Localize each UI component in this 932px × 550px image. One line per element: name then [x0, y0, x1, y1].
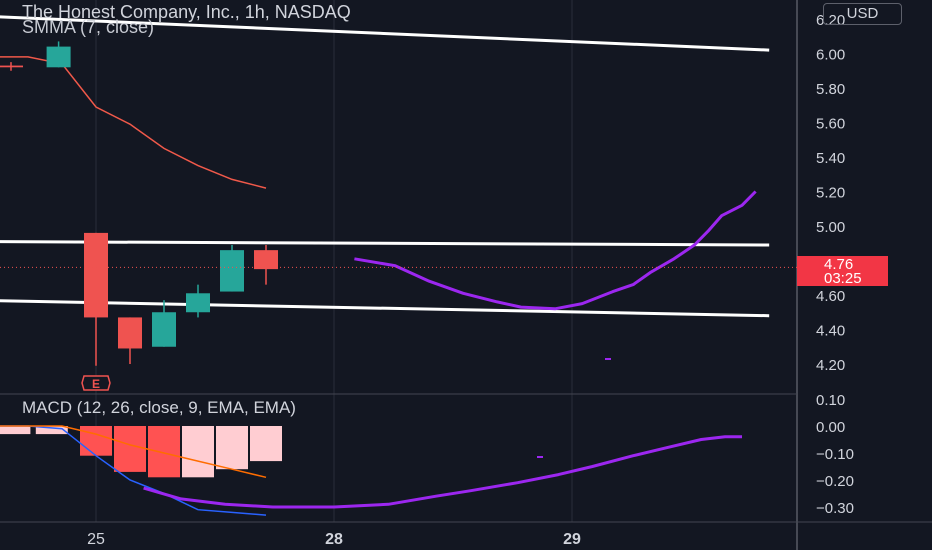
- macd-drawing-path[interactable]: [143, 435, 742, 509]
- drawing-path[interactable]: [354, 190, 757, 360]
- y-tick-label: 6.00: [816, 47, 845, 64]
- y-tick-label: 4.60: [816, 288, 845, 305]
- x-tick-label: 28: [325, 531, 343, 548]
- candle-body: [254, 250, 278, 270]
- trendline[interactable]: [0, 299, 770, 318]
- macd-histogram-bar: [250, 426, 282, 462]
- macd-drawing-line[interactable]: [143, 435, 742, 509]
- signal-series-line: [0, 425, 267, 479]
- indicator-label[interactable]: SMMA (7, close): [22, 17, 155, 37]
- currency-button[interactable]: USD: [823, 3, 902, 25]
- y-tick-label: 5.40: [816, 150, 845, 167]
- y-tick-label: 5.00: [816, 219, 845, 236]
- trendline[interactable]: [0, 15, 770, 52]
- y-tick-label: 5.60: [816, 116, 845, 133]
- earnings-badge-label: E: [92, 377, 100, 391]
- earnings-marker[interactable]: E: [81, 375, 111, 391]
- macd-y-tick-label: −0.10: [816, 446, 854, 463]
- macd-histogram-bar: [114, 426, 146, 472]
- macd-series-line: [0, 425, 267, 516]
- macd-histogram-bar: [148, 426, 180, 478]
- smma-series-line: [0, 56, 267, 189]
- last-price: 4.76: [824, 256, 854, 273]
- macd-histogram-bar: [80, 426, 112, 456]
- last-price-tag: 4.76 03:25: [797, 256, 888, 286]
- macd-histogram-bar: [182, 426, 214, 478]
- candle-body: [0, 65, 23, 68]
- macd-y-tick-label: 0.10: [816, 392, 845, 409]
- trendline[interactable]: [0, 240, 770, 247]
- candle-body: [118, 317, 142, 349]
- candle-body: [84, 232, 108, 318]
- x-axis-ticks: 25 28 29: [87, 531, 581, 548]
- macd-lines: [0, 425, 267, 516]
- bar-countdown: 03:25: [824, 270, 862, 287]
- x-tick-label: 29: [563, 531, 581, 548]
- macd-y-tick-label: −0.20: [816, 473, 854, 490]
- candles: [0, 41, 278, 366]
- macd-histogram: [0, 426, 282, 478]
- macd-label[interactable]: MACD (12, 26, close, 9, EMA, EMA): [22, 398, 296, 417]
- candle-body: [186, 293, 210, 313]
- chart-title: The Honest Company, Inc., 1h, NASDAQ: [22, 2, 351, 22]
- y-tick-label: 5.80: [816, 81, 845, 98]
- x-tick-label: 25: [87, 531, 105, 548]
- candle-body: [220, 250, 244, 292]
- y-tick-label: 4.40: [816, 323, 845, 340]
- drawing-line[interactable]: [354, 190, 757, 311]
- macd-histogram-bar: [0, 426, 31, 435]
- macd-histogram-bar: [35, 426, 68, 435]
- smma-line: [0, 56, 267, 189]
- y-tick-label: 4.20: [816, 357, 845, 374]
- candle-body: [46, 46, 71, 68]
- candle-body: [152, 312, 176, 347]
- earnings-badge[interactable]: [81, 375, 111, 391]
- y-tick-label: 5.20: [816, 185, 845, 202]
- macd-histogram-bar: [216, 426, 248, 470]
- macd-y-tick-label: −0.30: [816, 500, 854, 517]
- macd-y-tick-label: 0.00: [816, 419, 845, 436]
